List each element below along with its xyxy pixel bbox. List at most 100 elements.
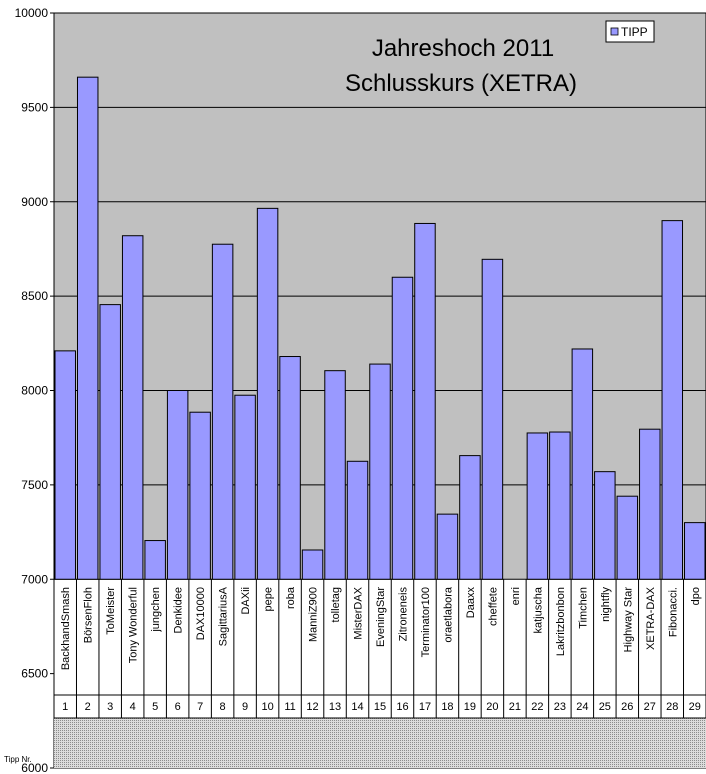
category-number: 5 [152,701,158,713]
y-tick-label: 10000 [15,6,49,20]
bar [549,431,571,580]
category-number: 28 [666,701,678,713]
category-label: jungchen [150,587,162,633]
category-number: 17 [419,701,431,713]
bar [414,222,436,580]
category-label: Daaxx [465,587,477,619]
bar [256,207,279,580]
category-label: dpo [690,587,702,605]
category-number: 6 [175,701,181,713]
y-tick-label: 9000 [21,195,48,209]
gridlines [54,106,706,486]
category-label: DAXii [240,587,252,615]
category-number: 27 [644,701,656,713]
bar [459,455,481,580]
bar [211,243,234,580]
category-number: 14 [351,701,363,713]
bar [571,348,594,580]
category-label: tolletag [330,587,342,622]
category-label: MisterDAX [353,586,365,639]
category-label: nightfly [600,587,612,622]
legend: TIPP [605,20,655,43]
category-number: 9 [242,701,248,713]
category-number: 19 [464,701,476,713]
category-number: 13 [329,701,341,713]
y-tick-label: 6000 [21,761,48,774]
bar [189,411,211,580]
category-number: 11 [284,701,295,713]
category-label: BackhandSmash [60,587,72,670]
bar [121,235,144,580]
category-number: 23 [554,701,566,713]
category-number: 4 [130,701,136,713]
bar [234,394,256,580]
bar [301,549,324,580]
bar [526,432,549,580]
bar [481,258,504,580]
category-label: DAX10000 [195,587,207,640]
category-number: 3 [107,701,113,713]
category-labels: BackhandSmash BörsenFloh ToMeister Tony Won… [60,586,702,670]
bar [391,276,414,580]
category-number: 25 [599,701,611,713]
y-tick-label: 7000 [21,572,48,586]
x-axis-label: Tipp Nr. [4,755,32,764]
category-label: Lakritzbonbon [555,587,567,656]
bar [346,460,369,580]
category-number: 2 [85,701,91,713]
bar [639,428,661,580]
category-number: 29 [689,701,701,713]
category-number: 1 [62,701,68,713]
bar [436,513,459,580]
bars [54,76,706,580]
category-label: oraetlabora [442,586,454,643]
chart-title-line-2: Schlusskurs (XETRA) [345,70,577,97]
y-tick-label: 6500 [21,667,48,681]
category-label: Denkidee [173,587,185,633]
y-axis-ticks: 6000 6500 7000 7500 8000 8500 9000 9500 10000 [15,6,54,774]
category-label: Zitroneneis [397,587,409,642]
y-tick-label: 7500 [21,478,48,492]
category-label: Terminator100 [420,587,432,657]
bar [369,363,391,580]
category-number: 10 [261,701,273,713]
category-label: roba [285,586,297,609]
category-number: 24 [576,701,588,713]
legend-label: TIPP [621,25,648,39]
category-number: 18 [441,701,453,713]
category-number: 16 [396,701,408,713]
legend-box [605,20,655,43]
category-number: 22 [531,701,543,713]
category-numbers: 1 2 3 4 5 6 7 8 9 10 11 12 13 14 15 16 17 18 19 20 21 22 23 24 2… [62,701,701,713]
bar [324,370,346,580]
category-label: Timchen [577,587,589,629]
category-label: ToMeister [105,587,117,635]
y-tick-label: 8500 [21,289,48,303]
category-number: 8 [220,701,226,713]
bar [99,304,121,580]
bar [76,76,99,580]
category-label: EveningStar [375,587,387,647]
bar [661,220,684,580]
category-panel [53,578,706,768]
category-label: ManniZ900 [308,587,320,642]
category-number: 21 [509,701,521,713]
category-label: katjuscha [532,586,544,633]
category-label: Fibonacci. [667,587,679,637]
category-number: 26 [621,701,633,713]
bar [616,495,639,580]
bar [54,350,76,580]
category-number: 15 [374,701,386,713]
category-label: cheffete [487,587,499,626]
category-number: 12 [306,701,318,713]
category-label: Tony Wonderful [128,587,140,663]
category-label: XETRA-DAX [645,586,657,650]
category-label: enri [510,587,522,605]
bar [594,471,616,580]
y-tick-label: 8000 [21,384,48,398]
category-label: Highway Star [622,587,634,653]
category-label: BörsenFloh [83,587,95,643]
y-tick-label: 9500 [21,100,48,114]
category-number: 20 [486,701,498,713]
